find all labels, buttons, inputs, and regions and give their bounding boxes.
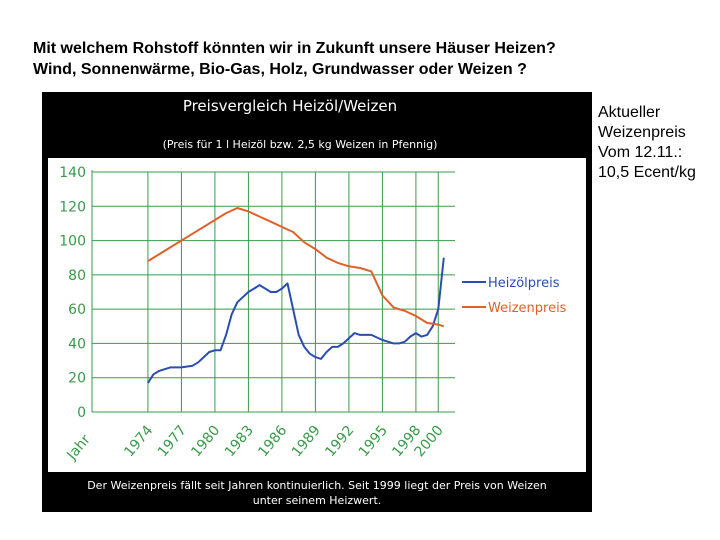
note-line-1: Aktueller — [598, 104, 661, 121]
question-line-1: Mit welchem Rohstoff könnten wir in Zuku… — [33, 40, 556, 57]
y-tick-label-80: 80 — [68, 268, 86, 284]
price-comparison-chart: Preisvergleich Heizöl/Weizen (Preis für … — [42, 92, 592, 540]
footnote-line-2: unter seinem Heizwert. — [253, 494, 382, 507]
series-lines — [147, 207, 445, 384]
footnote-line-1: Der Weizenpreis fällt seit Jahren kontin… — [87, 479, 547, 492]
y-tick-label-120: 120 — [59, 199, 86, 215]
note-line-2: Weizenpreis — [598, 124, 686, 141]
note-line-4: 10,5 Ecent/kg — [598, 164, 696, 181]
legend-label-weizen: Weizenpreis — [488, 301, 567, 316]
grid-lines — [91, 170, 455, 413]
chart-title: Preisvergleich Heizöl/Weizen — [183, 97, 397, 115]
legend-box — [456, 269, 582, 323]
plot-area — [48, 158, 586, 540]
series-line-heizoel — [147, 257, 445, 384]
y-tick-label-0: 0 — [77, 405, 86, 421]
chart-subtitle: (Preis für 1 l Heizöl bzw. 2,5 kg Weizen… — [163, 138, 438, 151]
question-heading: Mit welchem Rohstoff könnten wir in Zuku… — [33, 38, 673, 80]
chart-legend: Heizölpreis Weizenpreis — [456, 269, 582, 323]
y-tick-label-140: 140 — [59, 165, 86, 181]
question-line-2: Wind, Sonnenwärme, Bio-Gas, Holz, Grundw… — [33, 61, 527, 78]
current-price-note: Aktueller Weizenpreis Vom 12.11.: 10,5 E… — [598, 103, 718, 183]
y-tick-label-40: 40 — [68, 336, 86, 352]
note-line-3: Vom 12.11.: — [598, 144, 683, 161]
series-line-weizen — [147, 207, 445, 328]
footnote-band — [42, 472, 592, 512]
chart-svg: Preisvergleich Heizöl/Weizen (Preis für … — [42, 92, 592, 540]
y-tick-label-20: 20 — [68, 371, 86, 387]
y-tick-label-60: 60 — [68, 302, 86, 318]
legend-label-heizoel: Heizölpreis — [488, 276, 560, 291]
y-axis-ticks: 0 20 40 60 80 100 120 140 — [59, 165, 86, 421]
y-tick-label-100: 100 — [59, 234, 86, 250]
